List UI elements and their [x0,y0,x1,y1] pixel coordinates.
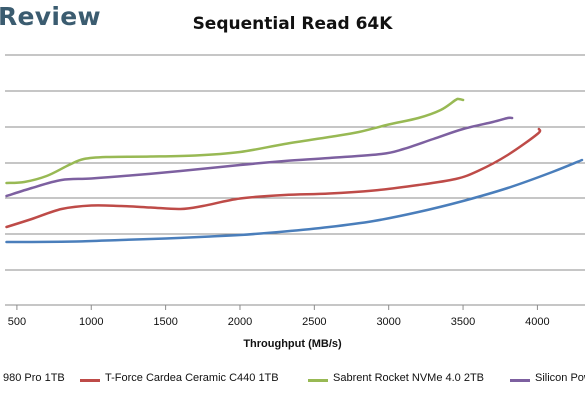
x-axis-label: Throughput (MB/s) [243,338,342,350]
x-tick-label: 2500 [302,316,326,328]
x-tick-label: 500 [8,316,26,328]
x-tick-label: 2000 [228,316,252,328]
legend-label: Silicon Power [535,372,585,384]
series-lines [5,97,584,244]
x-tick-label: 4000 [525,316,549,328]
x-tick-label: 1500 [153,316,177,328]
series-line-3 [5,116,514,198]
legend-swatch [80,379,100,382]
series-line-1 [5,127,542,229]
x-tick-label: 3500 [451,316,475,328]
x-axis [5,304,585,310]
chart-title: Sequential Read 64K [192,14,393,34]
x-tick-label: 3000 [376,316,400,328]
legend-label: T-Force Cardea Ceramic C440 1TB [105,372,279,384]
legend-swatch [510,379,530,382]
brand-logo-text: Review [0,2,101,31]
series-line-0 [5,158,584,244]
legend-label: Sabrent Rocket NVMe 4.0 2TB [333,372,485,384]
x-tick-labels: 500 1000 1500 2000 2500 3000 3500 4000 [8,316,550,328]
gridlines [5,54,585,271]
legend-label: 980 Pro 1TB [3,372,65,384]
legend-swatch [308,379,328,382]
series-line-2 [5,97,465,185]
chart-legend: 980 Pro 1TB T-Force Cardea Ceramic C440 1… [0,370,585,390]
x-tick-label: 1000 [79,316,103,328]
